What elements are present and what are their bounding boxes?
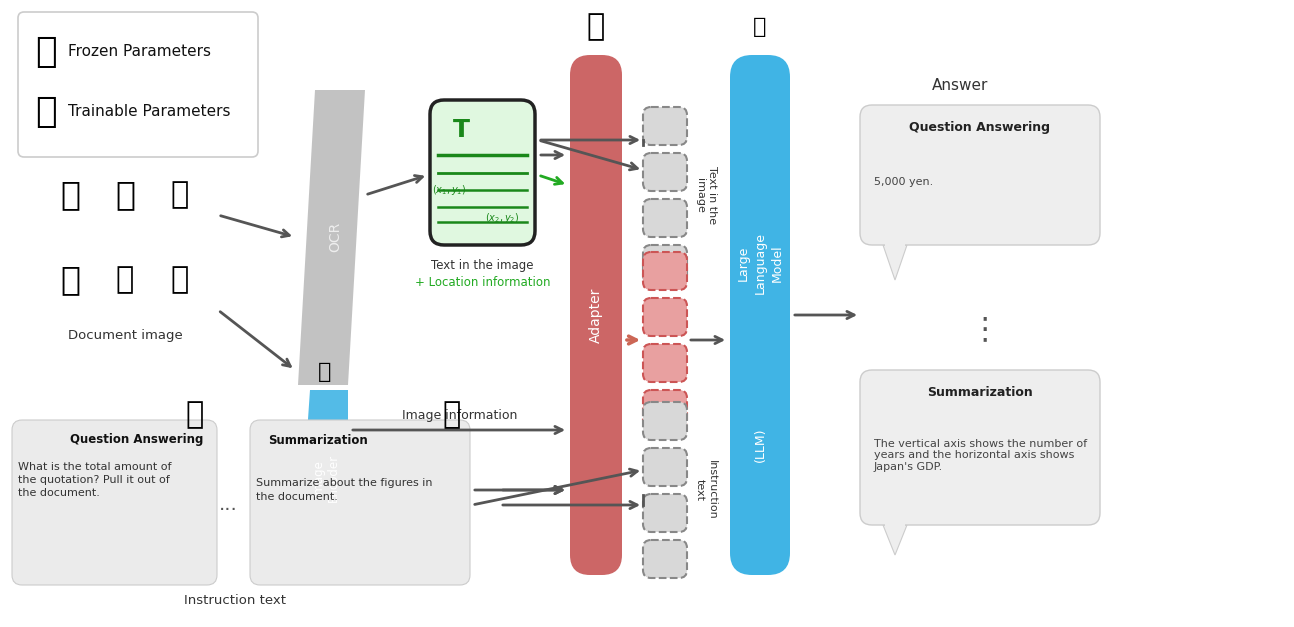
Polygon shape — [298, 90, 365, 385]
Polygon shape — [298, 390, 348, 565]
FancyBboxPatch shape — [12, 420, 217, 585]
FancyBboxPatch shape — [643, 540, 687, 578]
Text: Document image: Document image — [67, 329, 182, 342]
FancyBboxPatch shape — [861, 105, 1100, 245]
FancyBboxPatch shape — [643, 494, 687, 532]
Text: 🧊: 🧊 — [753, 17, 766, 37]
Text: 🗞️: 🗞️ — [171, 265, 189, 295]
Text: Text in the
image: Text in the image — [695, 166, 717, 224]
FancyBboxPatch shape — [643, 402, 687, 440]
Text: ⋮: ⋮ — [969, 315, 1000, 344]
Text: Large
Language
Model: Large Language Model — [736, 232, 783, 294]
Text: Image information: Image information — [402, 409, 518, 421]
FancyBboxPatch shape — [643, 298, 687, 336]
FancyBboxPatch shape — [643, 344, 687, 382]
FancyBboxPatch shape — [643, 390, 687, 428]
FancyBboxPatch shape — [569, 55, 622, 575]
Text: Summarization: Summarization — [927, 386, 1033, 399]
Text: T: T — [453, 118, 470, 142]
FancyBboxPatch shape — [643, 448, 687, 486]
Text: What is the total amount of
the quotation? Pull it out of
the document.: What is the total amount of the quotatio… — [18, 462, 172, 498]
FancyBboxPatch shape — [643, 199, 687, 237]
Text: Question Answering: Question Answering — [910, 120, 1051, 134]
Text: 📊: 📊 — [443, 401, 461, 429]
FancyBboxPatch shape — [430, 100, 534, 245]
FancyBboxPatch shape — [643, 107, 687, 145]
Text: $(x_2,y_2)$: $(x_2,y_2)$ — [485, 211, 520, 225]
FancyBboxPatch shape — [861, 370, 1100, 525]
Text: Summarization: Summarization — [268, 433, 367, 446]
Polygon shape — [885, 243, 905, 246]
Text: 📋: 📋 — [186, 401, 204, 429]
FancyBboxPatch shape — [730, 55, 791, 575]
Text: ...: ... — [219, 495, 237, 515]
Text: OCR: OCR — [327, 222, 342, 252]
Text: (LLM): (LLM) — [753, 428, 766, 462]
Text: Text in the image: Text in the image — [431, 258, 533, 271]
Text: 📊: 📊 — [115, 179, 135, 211]
FancyBboxPatch shape — [643, 153, 687, 191]
Polygon shape — [883, 245, 907, 280]
Text: 📝: 📝 — [60, 263, 80, 297]
Text: Trainable Parameters: Trainable Parameters — [69, 105, 230, 120]
Text: 🔥: 🔥 — [35, 95, 57, 129]
Text: 🧊: 🧊 — [35, 35, 57, 69]
Text: Instruction
text: Instruction text — [695, 460, 717, 520]
Text: + Location information: + Location information — [415, 275, 550, 288]
Text: Summarize about the figures in
the document.: Summarize about the figures in the docum… — [256, 478, 432, 502]
Text: 5,000 yen.: 5,000 yen. — [873, 177, 933, 187]
FancyBboxPatch shape — [18, 12, 258, 157]
Text: 🔥: 🔥 — [587, 13, 606, 41]
FancyBboxPatch shape — [643, 252, 687, 290]
Polygon shape — [885, 523, 905, 526]
Text: 📱: 📱 — [116, 265, 135, 295]
Text: 📄: 📄 — [171, 181, 189, 209]
Text: Answer: Answer — [932, 78, 989, 93]
Polygon shape — [883, 525, 907, 555]
Text: Adapter: Adapter — [589, 287, 603, 343]
Text: 🧊: 🧊 — [318, 362, 331, 382]
Text: Instruction text: Instruction text — [184, 594, 286, 606]
Text: Frozen Parameters: Frozen Parameters — [69, 45, 211, 60]
Text: Question Answering: Question Answering — [70, 433, 203, 446]
FancyBboxPatch shape — [643, 245, 687, 283]
Text: The vertical axis shows the number of
years and the horizontal axis shows
Japan': The vertical axis shows the number of ye… — [873, 439, 1087, 472]
Text: 📋: 📋 — [60, 179, 80, 211]
FancyBboxPatch shape — [250, 420, 470, 585]
Text: Image
Encoder: Image Encoder — [312, 454, 340, 502]
Text: $(x_1,y_1)$: $(x_1,y_1)$ — [432, 183, 467, 197]
